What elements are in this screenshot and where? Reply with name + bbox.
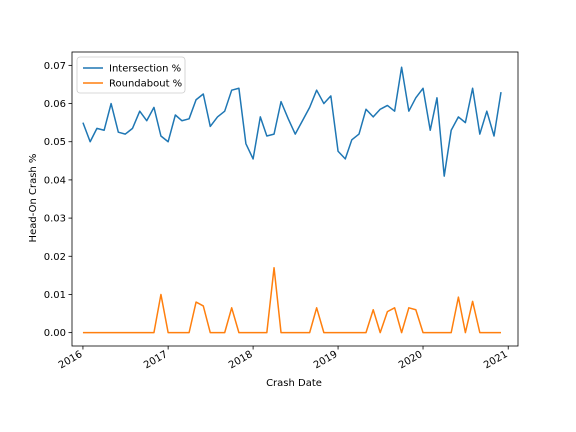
legend-label-2: Roundabout %	[109, 79, 182, 90]
x-axis: 2016 2017 2018 2019 2020 2021	[57, 346, 510, 371]
y-axis-label: Head-On Crash %	[28, 154, 39, 243]
y-tick-label-3: 0.03	[44, 214, 66, 225]
series-line-1	[82, 66, 502, 177]
y-tick-label-5: 0.05	[44, 137, 66, 148]
legend: Intersection % Roundabout %	[76, 56, 186, 94]
y-tick-label-4: 0.04	[44, 175, 66, 186]
legend-label-1: Intersection %	[109, 64, 181, 75]
y-tick-label-0: 0.00	[44, 328, 66, 339]
plot-frame	[71, 51, 519, 347]
y-tick-label-6: 0.06	[44, 99, 66, 110]
series-line-2	[82, 266, 502, 334]
legend-box	[76, 56, 186, 94]
y-tick-label-2: 0.02	[44, 252, 66, 263]
y-axis: 0.00 0.01 0.02 0.03 0.04 0.05 0.06 0.07	[44, 61, 72, 339]
x-axis-label: Crash Date	[266, 378, 322, 389]
y-tick-label-7: 0.07	[44, 61, 66, 72]
plot-area	[71, 51, 519, 347]
y-tick-label-1: 0.01	[44, 290, 66, 301]
